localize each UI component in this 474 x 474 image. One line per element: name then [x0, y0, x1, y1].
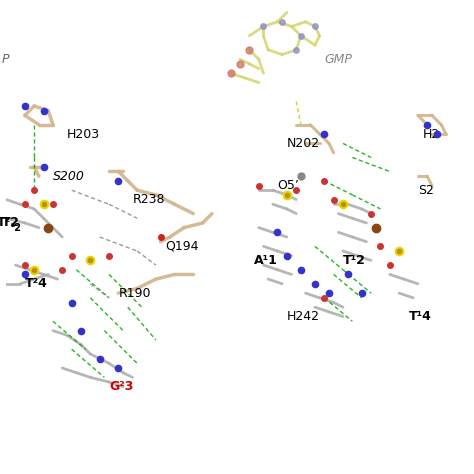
Text: GMP: GMP [324, 53, 352, 66]
Text: G²3: G²3 [109, 380, 133, 393]
Text: H2: H2 [422, 128, 440, 141]
Text: T²2: T²2 [0, 217, 19, 229]
Text: T: T [1, 217, 10, 229]
Text: A¹1: A¹1 [254, 254, 278, 267]
Text: H242: H242 [287, 310, 320, 323]
Text: O5’: O5’ [277, 179, 300, 192]
Text: T²4: T²4 [25, 277, 48, 290]
Text: T¹4: T¹4 [409, 310, 431, 323]
Text: ²2: ²2 [11, 223, 22, 233]
Text: R238: R238 [132, 193, 165, 206]
Text: S2: S2 [418, 184, 434, 197]
Text: S200: S200 [53, 170, 85, 182]
Text: N202: N202 [287, 137, 320, 150]
Text: P: P [1, 53, 9, 66]
Text: T¹2: T¹2 [343, 254, 366, 267]
Text: Q194: Q194 [165, 240, 199, 253]
Text: R190: R190 [118, 287, 151, 300]
Text: H203: H203 [67, 128, 100, 141]
